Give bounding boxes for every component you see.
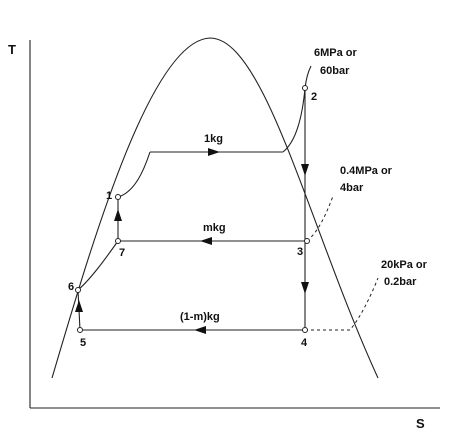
arrow (200, 237, 212, 245)
point-label: 4 (301, 337, 308, 349)
state-point (115, 238, 121, 244)
pressure-label: 60bar (320, 65, 350, 77)
state-point (77, 327, 83, 333)
flow-label: mkg (203, 222, 226, 234)
flow-label: 1kg (204, 133, 223, 145)
heating-curve (77, 240, 119, 291)
heating-curve (117, 151, 151, 198)
arrow (301, 282, 309, 294)
state-point (302, 327, 308, 333)
superheat-curve (282, 65, 312, 153)
arrow (75, 300, 83, 312)
state-point (115, 194, 121, 200)
arrow (301, 164, 309, 176)
pressure-label: 6MPa or (314, 47, 358, 59)
y-axis-label: T (8, 42, 16, 57)
state-point (75, 287, 81, 293)
point-label: 2 (311, 91, 317, 103)
arrow (114, 209, 122, 221)
point-label: 5 (80, 337, 86, 349)
saturation-dome (51, 37, 379, 379)
point-label: 3 (297, 246, 303, 258)
point-label: 7 (119, 247, 125, 259)
arrow (208, 148, 220, 156)
pressure-label: 4bar (340, 182, 364, 194)
pressure-label: 0.2bar (384, 276, 417, 288)
isobar (305, 277, 379, 331)
point-label: 6 (68, 281, 74, 293)
arrow (194, 326, 206, 334)
x-axis-label: S (416, 416, 425, 431)
state-point (302, 85, 308, 91)
flow-label: (1-m)kg (180, 311, 220, 323)
point-label: 1 (106, 190, 112, 202)
pressure-label: 20kPa or (381, 259, 428, 271)
pressure-label: 0.4MPa or (340, 165, 393, 177)
state-point (304, 238, 310, 244)
